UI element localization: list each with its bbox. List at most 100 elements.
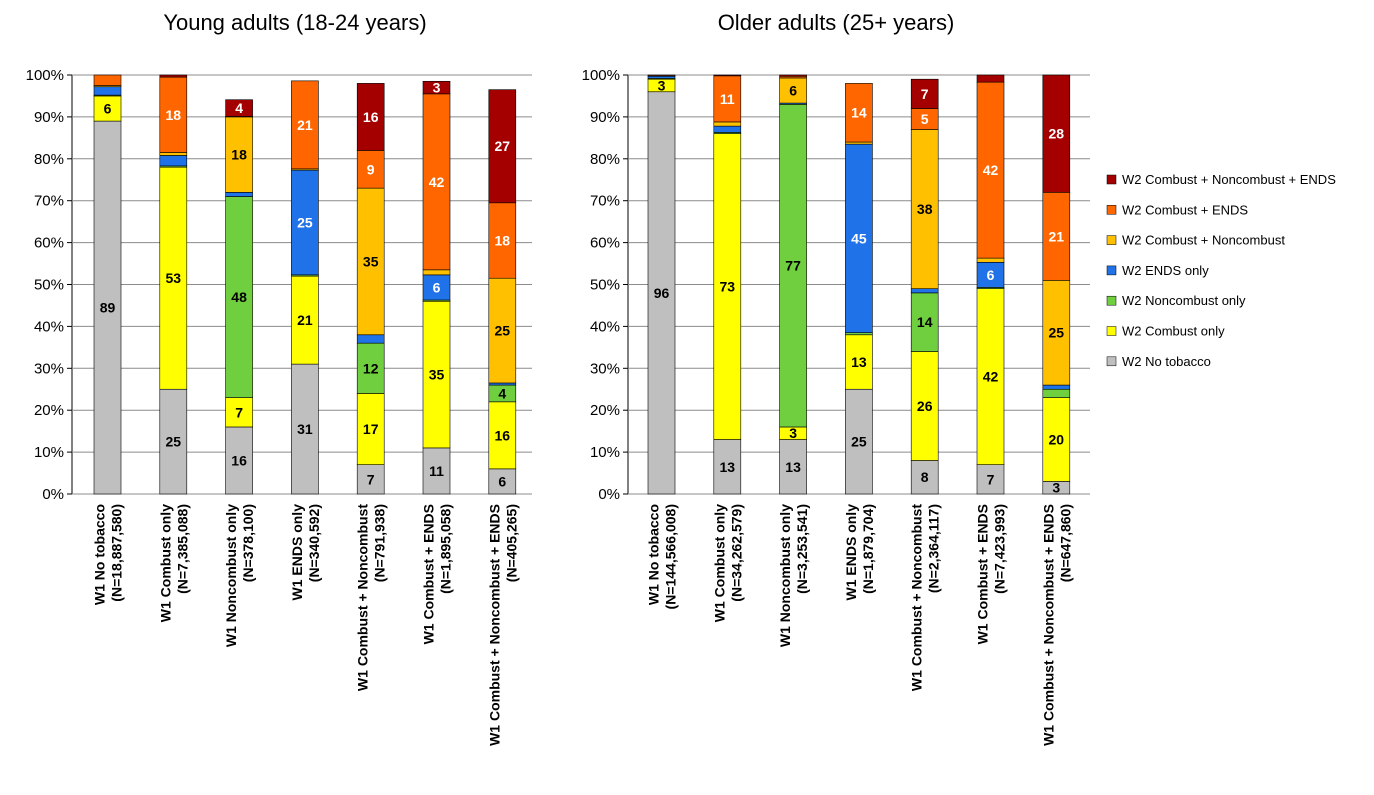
y-tick-label: 40% [590, 318, 620, 335]
bar-segment-w2-noncombust-only [845, 332, 873, 336]
data-label: 14 [851, 105, 867, 121]
bar-segment-w2-combust-ends [488, 202, 517, 279]
data-label: 31 [297, 421, 313, 437]
data-label: 6 [987, 267, 995, 283]
data-label: 3 [658, 77, 666, 93]
y-tick-label: 80% [590, 151, 620, 168]
bar-segment-w2-ends-only [910, 288, 939, 294]
data-label: 7 [921, 86, 929, 102]
legend-label: W2 No tobacco [1122, 354, 1211, 369]
data-label: 21 [1049, 228, 1065, 244]
data-label: 73 [720, 279, 736, 295]
category-label: W1 Combust + Noncombust (N=2,364,117) [909, 504, 942, 691]
data-label: 6 [433, 279, 441, 295]
data-label: 42 [983, 162, 999, 178]
bar-segment-w2-no-tobacco [225, 426, 253, 495]
category-name: W1 Combust + ENDS [421, 504, 437, 644]
y-tick-label: 100% [582, 67, 620, 84]
data-label: 13 [851, 354, 867, 370]
bar-segment-w2-combust-ends [291, 80, 319, 170]
category-n: (N=7,423,993) [992, 504, 1008, 594]
category-n: (N=791,938) [372, 504, 388, 582]
older-adults-chart: Older adults (25+ years) 0% 10% 20% 30% 40% 50… [582, 10, 1090, 746]
category-n: (N=647,860) [1057, 504, 1073, 582]
y-tick-label: 0% [42, 486, 64, 503]
data-label: 45 [851, 230, 867, 246]
bar-segment-w2-combust-only [422, 300, 451, 449]
category-n: (N=1,879,704) [860, 504, 876, 594]
bar-segment-w2-no-tobacco [356, 464, 385, 495]
y-tick-label: 10% [34, 444, 64, 461]
data-label: 18 [231, 147, 247, 163]
bar-segment-w2-combust-noncombust [356, 187, 385, 336]
bar-segment-w2-ends-only [291, 169, 319, 276]
category-label: W1 Noncombust only (N=3,253,541) [777, 504, 810, 647]
data-label: 13 [785, 459, 801, 475]
y-tick-label: 90% [590, 109, 620, 126]
legend-label: W2 Combust + ENDS [1122, 202, 1248, 217]
bar-segment-w2-combust-noncombust-ends [713, 74, 742, 77]
data-label: 28 [1049, 126, 1065, 142]
data-label: 96 [654, 285, 670, 301]
bar-segment-w2-noncombust-only [910, 292, 939, 352]
bar-segment-w2-combust-only [1042, 397, 1071, 482]
bar-segment-w2-combust-only [93, 95, 122, 122]
bar-segment-w2-ends-only [845, 143, 873, 333]
data-label: 35 [429, 367, 445, 383]
chart-title: Older adults (25+ years) [718, 10, 955, 35]
bar-segment-w2-no-tobacco [93, 120, 122, 495]
category-n: (N=18,887,580) [109, 504, 125, 602]
category-n: (N=1,895,058) [438, 504, 454, 594]
category-label: W1 Combust + ENDS (N=1,895,058) [421, 504, 454, 644]
y-tick-label: 60% [34, 235, 64, 252]
category-label: W1 Combust + Noncombust + ENDS (N=405,265… [486, 504, 519, 746]
bar-segment-w2-combust-ends [422, 93, 451, 271]
data-label: 42 [983, 369, 999, 385]
data-label: 38 [917, 201, 933, 217]
data-label: 17 [363, 421, 379, 437]
category-name: W1 Combust only [711, 504, 727, 622]
bar-segment-w2-ends-only [1042, 384, 1071, 390]
data-label: 89 [100, 300, 116, 316]
bar-segment-w2-combust-noncombust [225, 116, 253, 193]
legend-swatch [1106, 295, 1117, 306]
bar-segment-w2-combust-noncombust [779, 77, 807, 104]
data-label: 26 [917, 398, 933, 414]
legend-swatch [1106, 205, 1117, 215]
data-label: 16 [231, 452, 247, 468]
data-label: 25 [495, 323, 511, 339]
y-tick-label: 40% [34, 318, 64, 335]
category-name: W1 Noncombust only [777, 504, 793, 647]
data-label: 16 [363, 109, 379, 125]
bar-segment-w2-ends-only [93, 86, 122, 96]
data-label: 6 [789, 83, 797, 99]
y-tick-label: 0% [598, 486, 620, 503]
bar-segment-w2-combust-noncombust-ends [1042, 74, 1071, 193]
data-label: 16 [495, 427, 511, 443]
bar-segment-w2-combust-ends [1042, 192, 1071, 281]
bar-segment-w2-combust-noncombust [422, 269, 451, 276]
category-n: (N=2,364,117) [926, 504, 942, 593]
data-label: 8 [921, 469, 929, 485]
data-label: 12 [363, 360, 379, 376]
y-tick-label: 50% [34, 277, 64, 294]
category-name: W1 Combust + Noncombust + ENDS [1040, 504, 1056, 746]
bar-segment-w2-ends-only [159, 155, 188, 167]
bar-segment-w2-combust-noncombust [845, 141, 873, 145]
data-label: 7 [987, 471, 995, 487]
category-name: W1 ENDS only [289, 504, 305, 601]
legend-swatch [1106, 356, 1117, 367]
y-tick-label: 30% [590, 360, 620, 377]
bar-segment-w2-combust-noncombust [159, 152, 188, 156]
data-label: 3 [789, 425, 797, 441]
data-label: 14 [917, 314, 933, 330]
y-tick-label: 70% [590, 193, 620, 210]
data-label: 11 [429, 463, 444, 479]
bar-segment-w2-combust-noncombust [488, 277, 517, 384]
bar-segment-w2-combust-noncombust-ends [976, 74, 1005, 83]
bar-segment-w2-noncombust-only [356, 342, 385, 394]
y-tick-label: 30% [34, 360, 64, 377]
category-n: (N=7,385,088) [174, 504, 190, 594]
bar-segment-w2-combust-noncombust [713, 121, 742, 127]
category-label: W1 ENDS only (N=340,592) [289, 504, 322, 601]
